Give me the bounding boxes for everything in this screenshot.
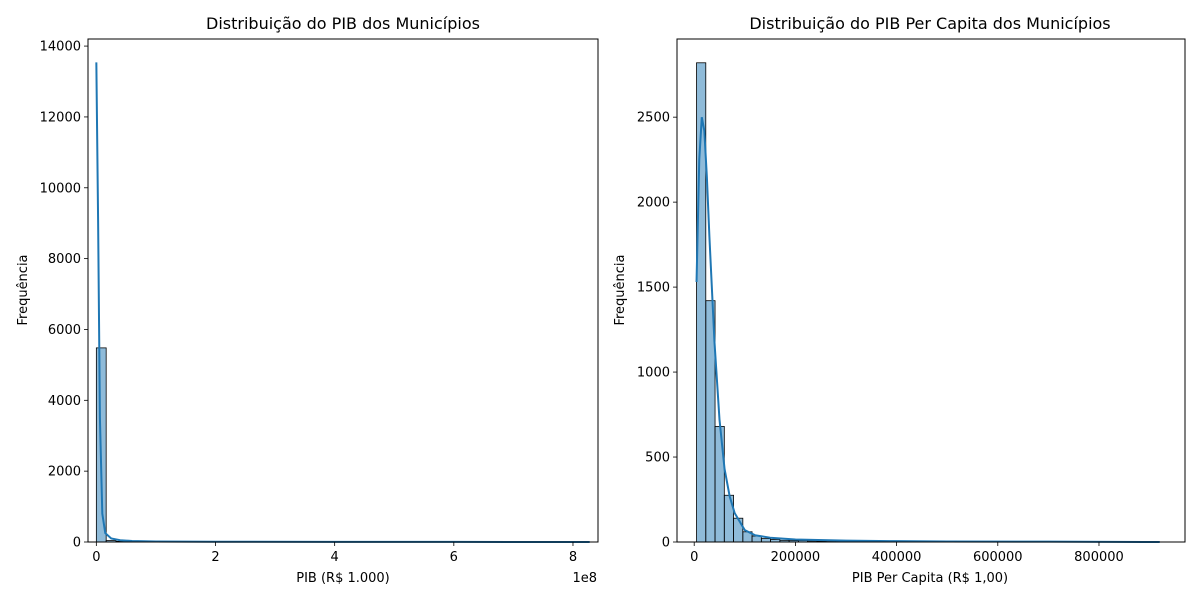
x-tick-label: 0 — [92, 550, 100, 565]
x-axis-ticks: 0 2 4 6 8 — [92, 542, 577, 565]
x-tick-label: 6 — [450, 550, 458, 565]
y-axis-label: Frequência — [613, 254, 628, 325]
pib-histogram-chart: Distribuição do PIB dos Municípios PIB (… — [16, 14, 599, 586]
histogram-bar — [733, 517, 744, 543]
y-tick-label: 500 — [645, 451, 670, 466]
x-tick-label: 8 — [569, 550, 577, 565]
y-tick-label: 6000 — [48, 323, 81, 338]
x-tick-label: 600000 — [973, 550, 1023, 565]
y-tick-label: 2000 — [637, 196, 670, 211]
y-tick-label: 10000 — [40, 181, 81, 196]
x-tick-label: 4 — [331, 550, 339, 565]
y-tick-label: 12000 — [40, 110, 81, 125]
y-tick-label: 8000 — [48, 252, 81, 267]
y-tick-label: 1000 — [637, 366, 670, 381]
x-tick-label: 0 — [690, 550, 698, 565]
y-tick-label: 1500 — [637, 281, 670, 296]
pib-per-capita-histogram-chart: Distribuição do PIB Per Capita dos Munic… — [613, 14, 1186, 586]
y-tick-label: 14000 — [40, 40, 81, 55]
y-axis-label: Frequência — [16, 254, 31, 325]
y-tick-label: 0 — [662, 536, 670, 551]
chart-title: Distribuição do PIB Per Capita dos Munic… — [749, 14, 1110, 33]
plot-frame — [676, 38, 1186, 543]
histogram-bar — [760, 538, 772, 543]
y-axis-ticks: 0 500 1000 1500 2000 2500 — [637, 111, 677, 551]
chart-title: Distribuição do PIB dos Municípios — [206, 14, 480, 33]
x-axis-ticks: 0 200000 400000 600000 800000 — [690, 542, 1124, 565]
plot-frame — [87, 38, 599, 543]
x-tick-label: 2 — [211, 550, 219, 565]
x-tick-label: 400000 — [872, 550, 922, 565]
y-tick-label: 0 — [73, 536, 81, 551]
x-tick-label: 200000 — [771, 550, 821, 565]
x-tick-label: 800000 — [1074, 550, 1124, 565]
x-axis-offset-label: 1e8 — [572, 571, 597, 586]
y-axis-ticks: 0 2000 4000 6000 8000 10000 12000 14000 — [40, 40, 88, 551]
x-axis-label: PIB Per Capita (R$ 1,00) — [852, 571, 1008, 586]
y-tick-label: 4000 — [48, 394, 81, 409]
y-tick-label: 2500 — [637, 111, 670, 126]
kde-curve — [695, 116, 1160, 543]
y-tick-label: 2000 — [48, 465, 81, 480]
x-axis-label: PIB (R$ 1.000) — [296, 571, 390, 586]
